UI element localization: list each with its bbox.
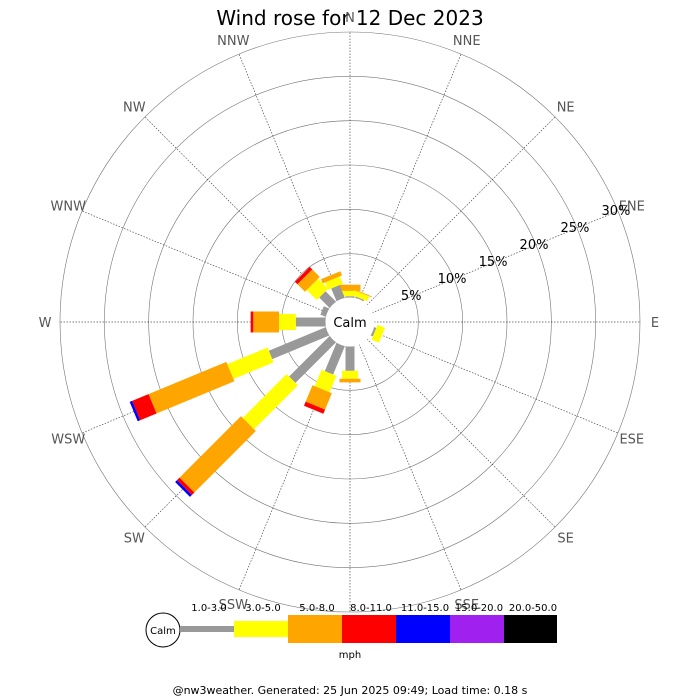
spoke-sse bbox=[358, 344, 462, 591]
legend-swatch-6 bbox=[450, 615, 504, 643]
radial-tick-6: 30% bbox=[601, 204, 630, 219]
bar-nnw-bin-1 bbox=[331, 284, 345, 302]
direction-label-ese: ESE bbox=[619, 433, 644, 448]
bar-ssw-bin-2 bbox=[314, 369, 337, 393]
legend-swatch-4 bbox=[342, 615, 396, 643]
radial-tick-3: 15% bbox=[479, 255, 508, 270]
direction-label-nw: NW bbox=[123, 100, 146, 115]
grid-ring-6 bbox=[59, 31, 641, 613]
bar-nne-bin-2 bbox=[352, 290, 370, 302]
bar-sw-bin-2 bbox=[242, 374, 298, 430]
direction-label-ne: NE bbox=[557, 100, 575, 115]
bar-ssw-bin-4 bbox=[303, 401, 326, 414]
bar-ssw-bin-1 bbox=[324, 342, 345, 375]
calm-label: Calm bbox=[333, 316, 366, 331]
spoke-nw bbox=[144, 116, 334, 306]
legend-calm-label: Calm bbox=[150, 626, 176, 637]
direction-label-sse: SSE bbox=[454, 598, 479, 613]
bar-wsw-bin-1 bbox=[268, 327, 330, 360]
direction-label-w: W bbox=[39, 316, 52, 331]
spoke-wnw bbox=[81, 210, 328, 314]
radial-tick-labels: 5% 10% 15% 20% 25% 30% bbox=[401, 204, 631, 304]
direction-label-sw: SW bbox=[124, 532, 145, 547]
radial-tick-5: 25% bbox=[561, 221, 590, 236]
bar-nw-bin-3 bbox=[297, 269, 320, 292]
direction-label-nnw: NNW bbox=[217, 34, 249, 49]
legend-swatch-3 bbox=[288, 615, 342, 643]
bar-wsw-bin-2 bbox=[227, 347, 274, 379]
spoke-ene bbox=[372, 210, 619, 314]
legend-label-6: 15.0-20.0 bbox=[455, 603, 503, 614]
legend-bins: 1.0-3.0 3.0-5.0 5.0-8.0 8.0-11.0 11.0-15.0 15… bbox=[180, 603, 557, 643]
calm-center: Calm bbox=[325, 297, 375, 347]
direction-label-wsw: WSW bbox=[51, 433, 85, 448]
legend-label-5: 11.0-15.0 bbox=[401, 603, 449, 614]
direction-label-ssw: SSW bbox=[219, 598, 249, 613]
radial-tick-1: 5% bbox=[401, 289, 422, 304]
legend-label-1: 1.0-3.0 bbox=[191, 603, 226, 614]
legend-swatch-2 bbox=[234, 621, 288, 637]
bar-nw-bin-2 bbox=[306, 278, 329, 301]
spoke-nne bbox=[358, 53, 462, 300]
direction-label-se: SE bbox=[557, 532, 573, 547]
bar-sw-bin-3 bbox=[179, 416, 256, 493]
bar-nw-bin-1 bbox=[319, 291, 337, 309]
direction-labels: NNNENEENEEESESESSESSSWSWWSWWWNWNWNNW bbox=[39, 11, 660, 636]
direction-label-wnw: WNW bbox=[50, 199, 86, 214]
legend-swatch-5 bbox=[396, 615, 450, 643]
legend-label-2: 3.0-5.0 bbox=[245, 603, 280, 614]
legend-label-4: 8.0-11.0 bbox=[350, 603, 392, 614]
bar-ssw-bin-3 bbox=[305, 385, 332, 410]
bar-nnw-bin-3 bbox=[320, 271, 343, 284]
bar-wsw-bin-5 bbox=[129, 400, 141, 422]
radial-tick-2: 10% bbox=[438, 272, 467, 287]
footer-text: @nw3weather. Generated: 25 Jun 2025 09:4… bbox=[172, 684, 528, 697]
radial-tick-4: 20% bbox=[520, 238, 549, 253]
bar-sw-bin-1 bbox=[289, 335, 337, 383]
spoke-nnw bbox=[238, 53, 342, 300]
legend-swatch-1 bbox=[180, 626, 234, 632]
direction-label-e: E bbox=[651, 316, 659, 331]
bar-wsw-bin-3 bbox=[148, 361, 235, 414]
spoke-se bbox=[366, 338, 556, 528]
legend-label-3: 5.0-8.0 bbox=[299, 603, 334, 614]
direction-label-nne: NNE bbox=[453, 34, 481, 49]
legend-label-7: 20.0-50.0 bbox=[509, 603, 557, 614]
calm-circle bbox=[325, 297, 375, 347]
legend-swatch-7 bbox=[504, 615, 557, 643]
grid-ring-2 bbox=[237, 209, 463, 435]
bar-wsw-bin-4 bbox=[132, 394, 157, 421]
bar-nnw-bin-2 bbox=[324, 276, 343, 290]
spoke-ese bbox=[372, 330, 619, 434]
spoke-ssw bbox=[238, 344, 342, 591]
bar-sw-bin-4 bbox=[177, 477, 195, 495]
bar-sw-bin-5 bbox=[175, 480, 192, 497]
wind-bars bbox=[129, 266, 386, 497]
chart-title: Wind rose for 12 Dec 2023 bbox=[216, 6, 484, 30]
direction-label-ene: ENE bbox=[619, 199, 645, 214]
bar-ese-bin-2 bbox=[371, 324, 386, 343]
legend-unit-label: mph bbox=[339, 650, 361, 661]
grid-ring-5 bbox=[104, 76, 596, 568]
speed-legend: Calm 1.0-3.0 3.0-5.0 5.0-8.0 8.0-11.0 11.0-1… bbox=[145, 603, 557, 661]
bar-wnw-bin-1 bbox=[320, 306, 330, 317]
bar-nw-bin-4 bbox=[294, 266, 313, 285]
spoke-ne bbox=[366, 116, 556, 306]
direction-label-n: N bbox=[345, 11, 355, 26]
